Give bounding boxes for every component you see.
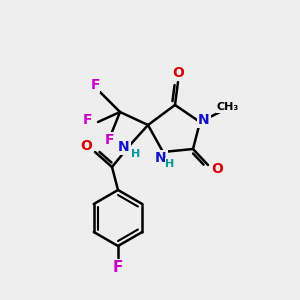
Text: H: H bbox=[131, 149, 141, 159]
Text: N: N bbox=[198, 113, 210, 127]
Text: O: O bbox=[211, 162, 223, 176]
Text: F: F bbox=[113, 260, 123, 274]
Text: F: F bbox=[83, 113, 93, 127]
Text: O: O bbox=[80, 139, 92, 153]
Text: F: F bbox=[105, 133, 115, 147]
Text: F: F bbox=[90, 78, 100, 92]
Text: CH₃: CH₃ bbox=[217, 102, 239, 112]
Text: N: N bbox=[118, 140, 130, 154]
Text: N: N bbox=[155, 151, 167, 165]
Text: H: H bbox=[165, 159, 175, 169]
Text: O: O bbox=[172, 66, 184, 80]
